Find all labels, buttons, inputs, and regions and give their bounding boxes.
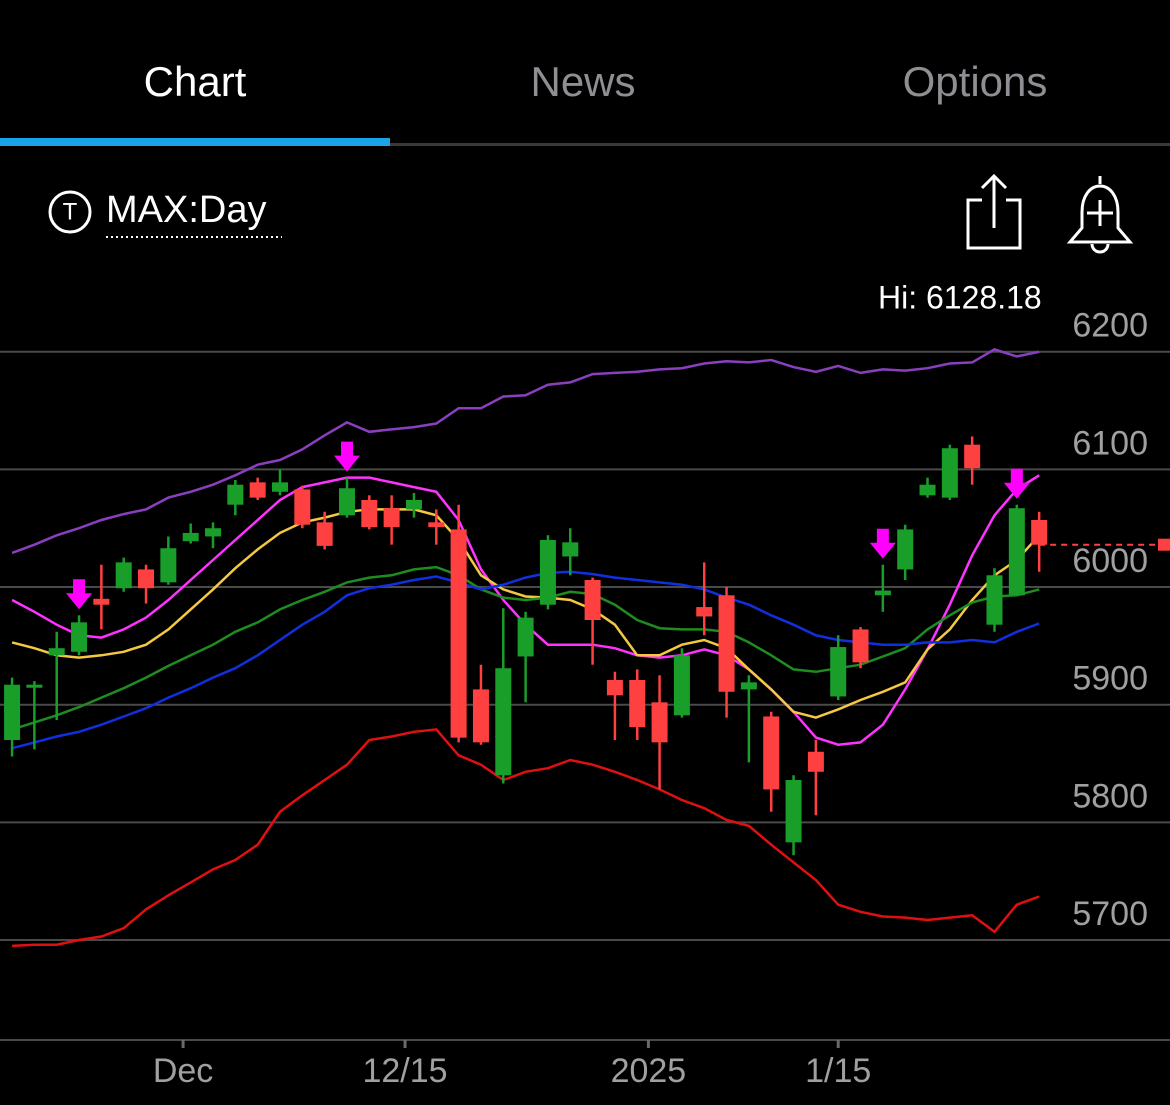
alert-button[interactable] (1066, 176, 1134, 254)
high-annotation: Hi: 6128.18 (878, 279, 1042, 315)
candle-body (495, 668, 512, 776)
candle-body (71, 622, 88, 652)
candle-body (852, 629, 869, 663)
x-tick-label: 2025 (611, 1052, 687, 1090)
candle-body (182, 532, 199, 542)
candle-body (740, 682, 757, 690)
bell (1066, 176, 1134, 244)
tab-chart[interactable]: Chart (144, 58, 247, 105)
candle-body (1031, 520, 1048, 545)
tab-options[interactable]: Options (903, 58, 1048, 105)
signal-arrow (66, 579, 93, 610)
candle-body (562, 542, 579, 557)
icon-circle (48, 190, 92, 234)
x-tick-label: 12/15 (362, 1052, 447, 1090)
candle-body (785, 780, 802, 843)
candle-body (428, 522, 445, 528)
y-tick-label: 5700 (1072, 895, 1148, 933)
signal-arrow (333, 441, 360, 472)
y-tick-label: 5800 (1072, 777, 1148, 815)
tab-divider (390, 143, 1170, 146)
candle-body (361, 500, 378, 528)
indicator-line (11, 348, 1040, 555)
candle-body (316, 522, 333, 546)
indicator-line (11, 508, 1041, 719)
candle-body (897, 529, 914, 570)
y-tick-label: 6000 (1072, 542, 1148, 580)
indicator-button[interactable]: T (48, 190, 92, 234)
candle-body (539, 540, 556, 605)
candle-body (718, 595, 735, 692)
bell-plus (1087, 200, 1113, 226)
tab-news[interactable]: News (530, 58, 635, 105)
candle-body (160, 548, 177, 583)
last-price-tag (1158, 538, 1170, 551)
share-box (966, 198, 1022, 250)
signal-arrow (869, 528, 896, 559)
candle-body (986, 575, 1003, 625)
candle-body (115, 562, 132, 589)
candle-body (919, 484, 936, 496)
candle-body (830, 647, 847, 697)
y-tick-label: 5900 (1072, 660, 1148, 698)
candle-body (964, 444, 981, 469)
candle-body (4, 684, 21, 740)
candle-body (1008, 508, 1025, 596)
candle-body (249, 482, 266, 498)
indicator-line (12, 728, 1040, 948)
candle-body (584, 580, 601, 620)
icon-letter: T (63, 198, 78, 225)
y-tick-label: 6100 (1072, 424, 1148, 462)
candle-body (763, 716, 780, 790)
candle-body (450, 529, 467, 738)
candle-body (673, 655, 690, 716)
x-tick-label: 1/15 (805, 1052, 871, 1090)
candle-body (472, 689, 489, 743)
period-selector[interactable]: MAX:Day (106, 189, 266, 231)
share-button[interactable] (966, 173, 1022, 250)
candle-body (651, 702, 668, 743)
candle-body (405, 500, 422, 510)
candle-body (606, 680, 623, 696)
candle-body (227, 484, 244, 505)
bell-clapper (1090, 243, 1110, 254)
candle-body (383, 508, 400, 528)
tab-indicator (0, 138, 390, 146)
candle-body (138, 569, 155, 589)
candle-body (807, 751, 824, 772)
candle-body (517, 617, 534, 657)
candle-body (93, 598, 110, 605)
signal-arrow (1003, 468, 1030, 499)
y-tick-label: 6200 (1072, 307, 1148, 345)
candle-body (941, 448, 958, 498)
candle-body (271, 482, 288, 492)
candle-body (205, 528, 222, 537)
candle-body (338, 488, 355, 516)
candle-body (629, 680, 646, 728)
candle-body (294, 489, 311, 525)
x-tick-label: Dec (153, 1052, 213, 1090)
candle-body (874, 590, 891, 596)
candle-body (48, 648, 65, 656)
candle-body (696, 607, 713, 617)
candle-body (26, 684, 43, 688)
share-arrow (980, 173, 1008, 228)
plot: 5700 5800 5900 6000 6100 6200 Dec 12/15 2025 1/15 (0, 307, 1170, 1090)
